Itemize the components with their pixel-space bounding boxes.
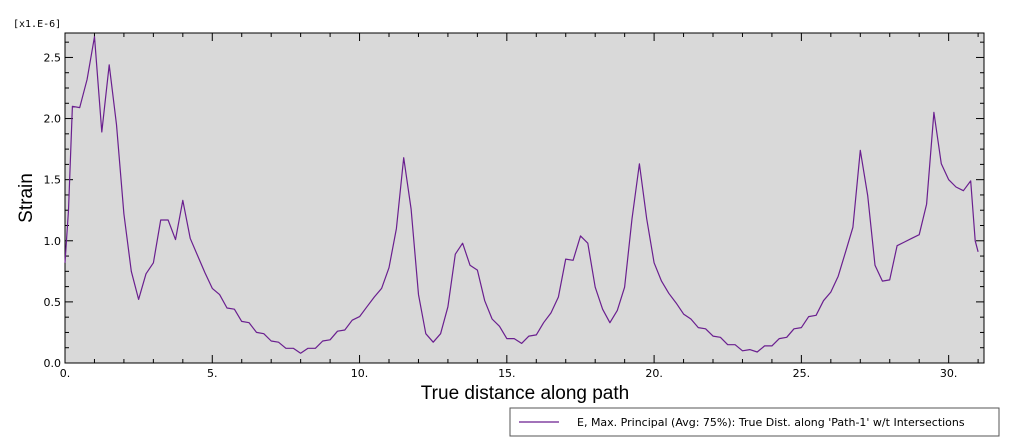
y-tick-label: 0.0 [44,357,62,370]
x-tick-label: 30. [940,367,958,380]
series-layer [64,36,979,354]
x-tick-label: 15. [498,367,516,380]
series-line [64,36,979,354]
legend: E, Max. Principal (Avg: 75%): True Dist.… [509,407,1000,437]
y-axis-title: Strain [16,173,37,223]
y-tick-label: 2.5 [44,51,62,64]
x-tick-label: 10. [351,367,369,380]
y-tick-label: 1.5 [44,174,62,187]
y-axis: 0.0 0.5 1.0 1.5 2.0 2.5 [44,41,984,370]
y-tick-label: 1.0 [44,235,62,248]
x-axis: 0. 5. 10. 15. 20. 25. 30. [60,33,979,380]
y-tick-label: 2.0 [44,113,62,126]
x-axis-title: True distance along path [421,383,629,404]
y-scale-label: [x1.E-6] [13,19,61,30]
y-tick-label: 0.5 [44,296,62,309]
x-tick-label: 5. [207,367,218,380]
plot-area [64,32,985,364]
x-tick-label: 0. [60,367,71,380]
legend-box [509,407,1000,437]
x-tick-label: 25. [793,367,811,380]
legend-label: E, Max. Principal (Avg: 75%): True Dist.… [577,416,965,429]
x-tick-label: 20. [645,367,663,380]
